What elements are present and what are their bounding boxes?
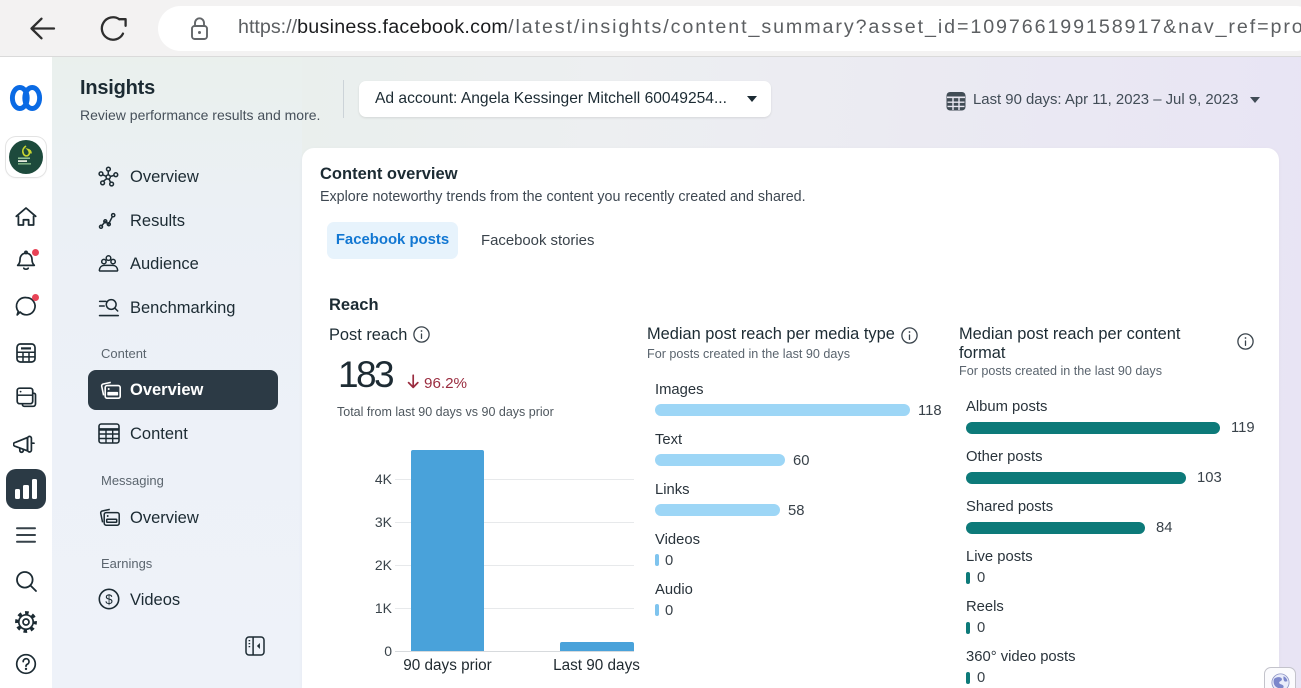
svg-text:$: $ xyxy=(105,592,113,607)
